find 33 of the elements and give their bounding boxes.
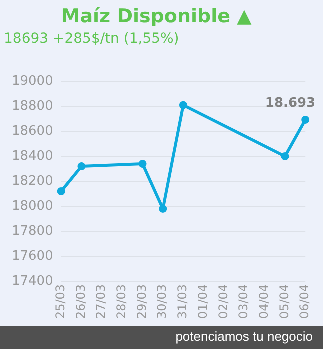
text: potenciamos tu negocio xyxy=(0,326,323,349)
point xyxy=(159,204,168,213)
y-tick-label: 19000 xyxy=(12,74,54,89)
x-tick-label: 25/03 xyxy=(53,284,68,320)
y-tick-label: 18400 xyxy=(12,148,54,164)
data-label: 18.693 xyxy=(265,96,316,111)
x-tick-label: 02/04 xyxy=(216,284,230,320)
point xyxy=(179,101,188,110)
x-tick-label: 30/03 xyxy=(155,284,170,320)
x-tick-label: 31/03 xyxy=(176,284,190,320)
y-tick-label: 18600 xyxy=(12,124,54,139)
point xyxy=(302,116,310,124)
x-tick-label: 26/03 xyxy=(74,284,88,320)
x-tick-label: 29/03 xyxy=(134,284,149,320)
chart-subtitle: 18693 +285$/tn (1,55%) xyxy=(4,30,180,47)
x-tick-label: 27/03 xyxy=(94,284,108,320)
x-tick-label: 03/04 xyxy=(236,284,251,320)
y-tick-label: 17800 xyxy=(12,224,54,239)
y-tick-label: 18000 xyxy=(12,198,54,214)
point xyxy=(138,160,147,168)
y-tick-label: 17600 xyxy=(12,248,54,264)
chart-title: Maíz Disponible ▲ xyxy=(61,5,252,28)
point xyxy=(57,188,66,196)
y-tick-label: 18800 xyxy=(12,98,54,114)
x-tick-label: 05/04 xyxy=(277,284,292,320)
x-tick-label: 28/03 xyxy=(114,284,129,320)
x-tick-label: 06/04 xyxy=(298,284,312,320)
y-tick-label: 17400 xyxy=(12,274,54,289)
point xyxy=(78,162,86,171)
y-tick-label: 18200 xyxy=(12,174,54,189)
point xyxy=(281,152,290,161)
x-tick-label: 04/04 xyxy=(257,284,272,320)
x-tick-label: 01/04 xyxy=(196,284,210,320)
